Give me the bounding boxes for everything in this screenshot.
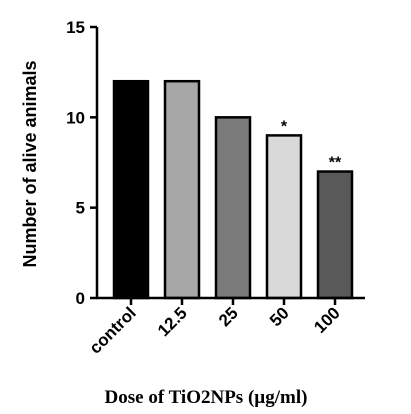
x-tick-label: 50: [266, 303, 293, 330]
y-tick-label: 10: [66, 108, 85, 127]
annotations-group: ***: [281, 118, 342, 171]
bar-25: [214, 116, 252, 300]
y-tick-label: 5: [76, 199, 85, 218]
bar-control: [112, 79, 150, 300]
y-axis-label: Number of alive animals: [20, 60, 40, 267]
x-tick-label: 100: [310, 303, 343, 336]
significance-marker: *: [281, 118, 288, 135]
bar-12-5: [163, 79, 201, 300]
bar-100: [316, 170, 354, 300]
bar-50: [265, 134, 303, 300]
x-axis-label: Dose of TiO2NPs (µg/ml): [105, 387, 308, 408]
bars-group: [112, 79, 354, 300]
y-ticks-group: 0 5 10 15: [66, 18, 97, 308]
y-tick-label: 15: [66, 18, 85, 37]
x-tick-label: 12.5: [154, 303, 191, 340]
significance-marker: **: [329, 155, 342, 172]
x-ticks-group: control 12.5 25 50 100: [86, 298, 344, 358]
x-tick-label: control: [86, 303, 140, 357]
x-tick-label: 25: [215, 303, 242, 330]
y-tick-label: 0: [76, 289, 85, 308]
